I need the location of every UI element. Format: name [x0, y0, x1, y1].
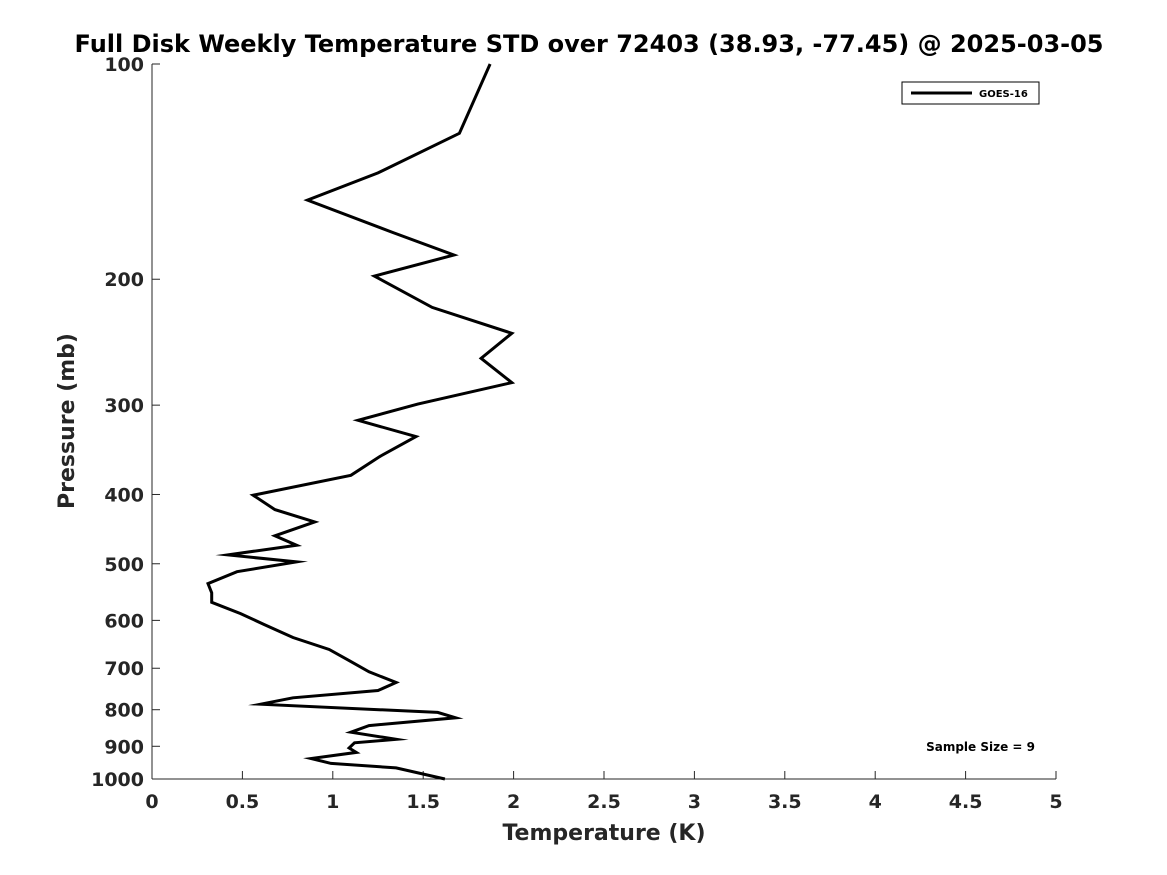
series-line-goes-16	[206, 63, 516, 781]
x-tick-label: 3.5	[768, 791, 802, 813]
x-tick-label: 0	[145, 791, 158, 813]
x-tick-label: 4	[869, 791, 882, 813]
chart-title: Full Disk Weekly Temperature STD over 72…	[75, 30, 1104, 58]
ticks: 0 0.5 1 1.5 2 2.5 3 3.5 4 4.5 5 100 200 300 400 500 600 7…	[91, 54, 1063, 813]
x-tick-label: 5	[1049, 791, 1062, 813]
y-tick-label: 300	[104, 395, 144, 417]
y-tick-label: 100	[104, 54, 144, 76]
x-axis-label: Temperature (K)	[502, 821, 705, 846]
legend-label: GOES-16	[979, 89, 1028, 100]
sample-size-annotation: Sample Size = 9	[926, 740, 1035, 754]
x-tick-label: 2.5	[587, 791, 621, 813]
legend: GOES-16	[901, 81, 1040, 105]
y-tick-label: 400	[104, 484, 144, 506]
y-tick-label: 900	[104, 736, 144, 758]
x-tick-label: 2	[507, 791, 520, 813]
x-tick-label: 1	[326, 791, 339, 813]
x-tick-label: 4.5	[949, 791, 983, 813]
y-tick-label: 200	[104, 269, 144, 291]
x-tick-label: 3	[688, 791, 701, 813]
y-tick-label: 700	[104, 658, 144, 680]
x-tick-label: 1.5	[406, 791, 440, 813]
series	[206, 63, 516, 781]
y-tick-label: 600	[104, 610, 144, 632]
x-tick-label: 0.5	[226, 791, 260, 813]
axes	[151, 64, 1056, 780]
y-tick-label: 1000	[91, 769, 144, 791]
y-axis-label: Pressure (mb)	[55, 333, 80, 509]
y-tick-label: 800	[104, 700, 144, 722]
y-tick-label: 500	[104, 554, 144, 576]
